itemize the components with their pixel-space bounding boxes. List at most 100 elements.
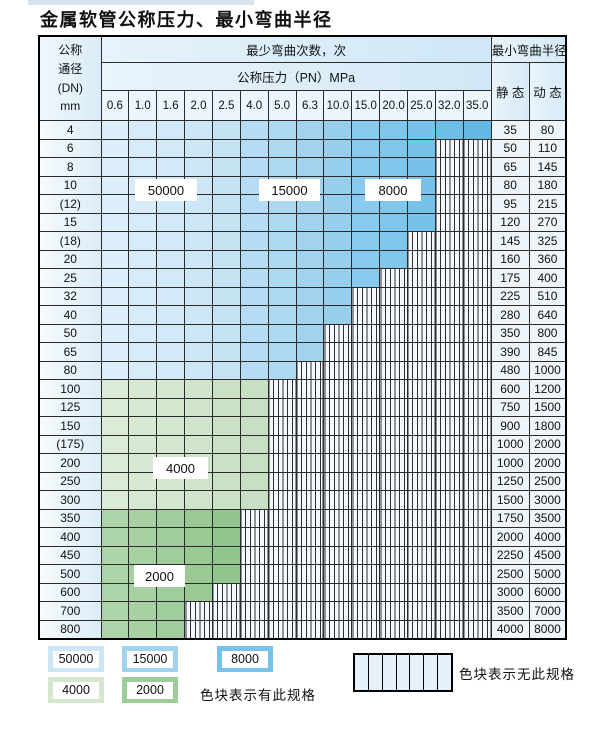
no-spec-cell: [406, 471, 436, 491]
spec-available-cell: [267, 157, 297, 177]
no-spec-cell: [295, 545, 325, 565]
static-radius-cell: 1250: [490, 471, 530, 491]
no-spec-cell: [351, 286, 381, 306]
spec-available-cell: [100, 379, 130, 399]
spec-available-cell: [323, 194, 353, 214]
no-spec-cell: [267, 545, 297, 565]
static-radius-cell: 1000: [490, 453, 530, 473]
pressure-header: 公称压力（PN）MPa: [100, 62, 492, 91]
no-spec-cell: [323, 360, 353, 380]
legend-no-spec-swatch: [353, 653, 453, 692]
pn-column-header: 35.0: [462, 90, 492, 121]
table-row: 25 175 400: [38, 268, 567, 288]
spec-available-cell: [156, 397, 186, 417]
table-row: 4 35 80: [38, 120, 567, 140]
no-spec-cell: [434, 249, 464, 269]
table-row: 80 480 1000: [38, 360, 567, 380]
static-radius-cell: 1500: [490, 490, 530, 510]
spec-available-cell: [211, 286, 241, 306]
no-spec-cell: [434, 360, 464, 380]
no-spec-cell: [239, 619, 269, 640]
no-spec-cell: [295, 453, 325, 473]
table-row: 400 2000 4000: [38, 527, 567, 547]
no-spec-cell: [267, 471, 297, 491]
static-radius-cell: 3000: [490, 582, 530, 602]
no-spec-cell: [323, 564, 353, 584]
spec-available-cell: [267, 120, 297, 140]
table-row: (175) 1000 2000: [38, 434, 567, 454]
spec-available-cell: [267, 305, 297, 325]
spec-available-cell: [184, 138, 213, 158]
spec-available-cell: [156, 342, 186, 362]
spec-available-cell: [128, 508, 158, 528]
spec-available-cell: [239, 323, 269, 343]
no-spec-cell: [406, 360, 436, 380]
table-row: 20 160 360: [38, 249, 567, 269]
no-spec-cell: [239, 545, 269, 565]
no-spec-cell: [323, 397, 353, 417]
spec-available-cell: [211, 175, 241, 195]
spec-available-cell: [211, 434, 241, 454]
spec-available-cell: [100, 416, 130, 436]
no-spec-cell: [351, 471, 381, 491]
legend-stripe-cell: [382, 655, 397, 690]
dn-cell: 350: [38, 508, 102, 528]
spec-available-cell: [211, 471, 241, 491]
no-spec-cell: [462, 231, 492, 251]
spec-available-cell: [351, 231, 381, 251]
no-spec-cell: [434, 397, 464, 417]
dynamic-radius-cell: 80: [528, 120, 567, 140]
no-spec-cell: [379, 268, 408, 288]
spec-available-cell: [239, 249, 269, 269]
dynamic-radius-cell: 3500: [528, 508, 567, 528]
no-spec-cell: [267, 490, 297, 510]
no-spec-cell: [295, 601, 325, 621]
spec-available-cell: [100, 249, 130, 269]
no-spec-cell: [434, 268, 464, 288]
dynamic-radius-cell: 2000: [528, 453, 567, 473]
spec-available-cell: [156, 619, 186, 640]
no-spec-cell: [239, 564, 269, 584]
spec-available-cell: [239, 416, 269, 436]
static-radius-cell: 2500: [490, 564, 530, 584]
spec-available-cell: [211, 249, 241, 269]
dynamic-radius-cell: 2000: [528, 434, 567, 454]
no-spec-cell: [351, 619, 381, 640]
dynamic-radius-cell: 8000: [528, 619, 567, 640]
spec-available-cell: [211, 323, 241, 343]
spec-available-cell: [128, 305, 158, 325]
dynamic-radius-cell: 640: [528, 305, 567, 325]
spec-available-cell: [100, 434, 130, 454]
no-spec-cell: [462, 157, 492, 177]
dynamic-radius-cell: 6000: [528, 582, 567, 602]
no-spec-cell: [351, 601, 381, 621]
no-spec-cell: [295, 360, 325, 380]
no-spec-cell: [267, 379, 297, 399]
spec-available-cell: [295, 249, 325, 269]
dn-cell: (175): [38, 434, 102, 454]
no-spec-cell: [295, 619, 325, 640]
no-spec-cell: [462, 379, 492, 399]
table-row: 350 1750 3500: [38, 508, 567, 528]
no-spec-cell: [323, 527, 353, 547]
spec-available-cell: [295, 157, 325, 177]
dn-cell: (18): [38, 231, 102, 251]
spec-available-cell: [128, 471, 158, 491]
spec-available-cell: [295, 286, 325, 306]
no-spec-cell: [434, 323, 464, 343]
corner-line: mm: [60, 99, 81, 114]
no-spec-cell: [462, 601, 492, 621]
spec-available-cell: [267, 342, 297, 362]
no-spec-cell: [462, 564, 492, 584]
no-spec-cell: [323, 490, 353, 510]
dn-cell: 300: [38, 490, 102, 510]
dn-cell: 450: [38, 545, 102, 565]
spec-available-cell: [406, 138, 436, 158]
spec-available-cell: [100, 619, 130, 640]
spec-available-cell: [211, 138, 241, 158]
spec-available-cell: [128, 138, 158, 158]
table-row: 6 50 110: [38, 138, 567, 158]
static-radius-cell: 1000: [490, 434, 530, 454]
spec-available-cell: [156, 545, 186, 565]
dynamic-radius-cell: 800: [528, 323, 567, 343]
